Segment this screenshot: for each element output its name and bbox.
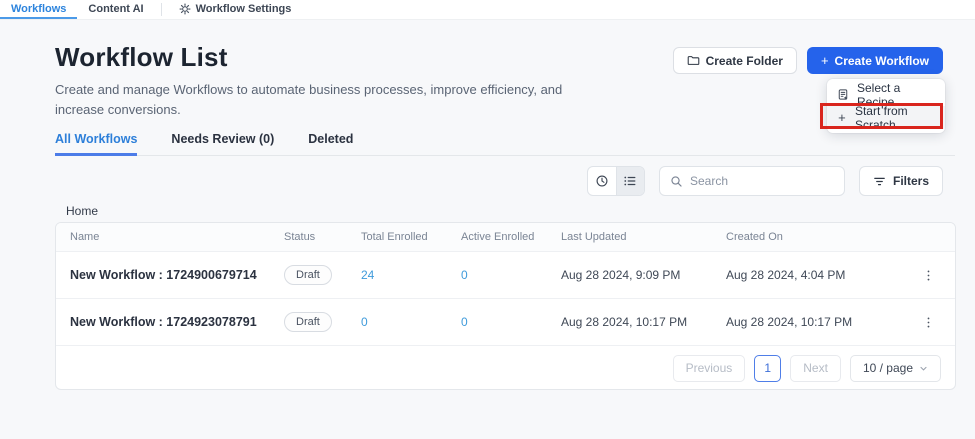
total-enrolled-link[interactable]: 24 [361, 268, 375, 282]
created-on-value: Aug 28 2024, 4:04 PM [726, 268, 846, 282]
chevron-down-icon [919, 364, 928, 373]
page-header-text: Workflow List Create and manage Workflow… [55, 42, 590, 120]
create-workflow-menu: Select a Recipe + Start from Scratch [827, 79, 945, 133]
kebab-menu-icon [922, 316, 935, 329]
nav-divider [160, 3, 162, 16]
search-input[interactable] [689, 174, 834, 188]
column-header-created-on: Created On [726, 231, 783, 243]
nav-tab-content-ai[interactable]: Content AI [77, 0, 154, 19]
kebab-menu-icon [922, 269, 935, 282]
nav-tab-content-ai-label: Content AI [88, 2, 144, 15]
row-actions-button[interactable] [902, 269, 955, 282]
previous-page-button[interactable]: Previous [672, 354, 746, 382]
tab-needs-review[interactable]: Needs Review (0) [171, 132, 275, 146]
clock-icon [595, 174, 609, 188]
status-badge: Draft [284, 312, 332, 332]
last-updated-value: Aug 28 2024, 9:09 PM [561, 268, 681, 282]
tab-deleted[interactable]: Deleted [308, 132, 354, 146]
menu-item-start-from-scratch[interactable]: + Start from Scratch [827, 103, 945, 132]
status-cell: Draft [284, 265, 361, 285]
total-enrolled-link[interactable]: 0 [361, 315, 368, 329]
status-cell: Draft [284, 312, 361, 332]
gear-icon [179, 2, 191, 15]
workflow-name-link[interactable]: New Workflow : 1724900679714 [70, 268, 257, 282]
breadcrumb-home[interactable]: Home [66, 204, 99, 218]
page-number-button[interactable]: 1 [754, 354, 782, 382]
plus-icon: + [838, 110, 846, 125]
filters-label: Filters [892, 174, 929, 188]
create-folder-label: Create Folder [705, 53, 783, 68]
list-icon [623, 174, 637, 188]
workflow-table-card: Name Status Total Enrolled Active Enroll… [55, 222, 956, 390]
menu-item-start-from-scratch-label: Start from Scratch [854, 103, 908, 132]
nav-tab-workflow-settings[interactable]: Workflow Settings [168, 0, 303, 19]
filter-icon [873, 175, 886, 188]
table-row: New Workflow : 1724923078791 Draft 0 0 A… [56, 299, 955, 346]
column-header-active-enrolled: Active Enrolled [461, 231, 535, 243]
plus-icon: + [820, 53, 829, 68]
pagination: Previous 1 Next 10 / page [56, 346, 955, 389]
column-header-last-updated: Last Updated [561, 231, 627, 243]
page-header-actions: Create Folder + Create Workflow [672, 42, 943, 120]
created-on-value: Aug 28 2024, 10:17 PM [726, 315, 853, 329]
active-enrolled-link[interactable]: 0 [461, 315, 468, 329]
page-size-label: 10 / page [862, 361, 913, 375]
recent-view-button[interactable] [588, 167, 616, 195]
create-folder-button[interactable]: Create Folder [672, 47, 797, 74]
search-icon [670, 175, 683, 188]
status-badge: Draft [284, 265, 332, 285]
nav-tab-workflows-label: Workflows [11, 2, 67, 15]
page-title: Workflow List [55, 42, 228, 72]
table-row: New Workflow : 1724900679714 Draft 24 0 … [56, 252, 955, 299]
workflow-tabs: All Workflows Needs Review (0) Deleted [55, 132, 955, 156]
list-view-button[interactable] [615, 167, 644, 195]
column-header-name: Name [70, 231, 100, 243]
next-page-button[interactable]: Next [790, 354, 841, 382]
active-enrolled-link[interactable]: 0 [461, 268, 468, 282]
nav-tab-workflow-settings-label: Workflow Settings [195, 2, 292, 15]
workflow-name-link[interactable]: New Workflow : 1724923078791 [70, 315, 257, 329]
filters-button[interactable]: Filters [858, 166, 943, 196]
list-toolbar: Filters [586, 165, 943, 197]
create-workflow-button[interactable]: + Create Workflow [806, 47, 943, 74]
search-box [658, 166, 845, 196]
table-header-row: Name Status Total Enrolled Active Enroll… [56, 223, 955, 252]
tab-all-workflows[interactable]: All Workflows [55, 132, 138, 156]
row-actions-button[interactable] [902, 316, 955, 329]
last-updated-value: Aug 28 2024, 10:17 PM [561, 315, 688, 329]
page-size-select[interactable]: 10 / page [849, 354, 941, 382]
nav-tab-workflows[interactable]: Workflows [0, 0, 78, 19]
folder-icon [687, 54, 700, 67]
column-header-total-enrolled: Total Enrolled [361, 231, 428, 243]
top-nav: Workflows Content AI Workflow Settings [0, 0, 975, 20]
recipe-document-icon [837, 88, 849, 101]
create-workflow-label: Create Workflow [834, 53, 929, 68]
column-header-status: Status [284, 231, 316, 243]
page-header: Workflow List Create and manage Workflow… [55, 42, 943, 120]
view-toggle-group [586, 166, 645, 196]
page-subtitle: Create and manage Workflows to automate … [55, 82, 563, 118]
